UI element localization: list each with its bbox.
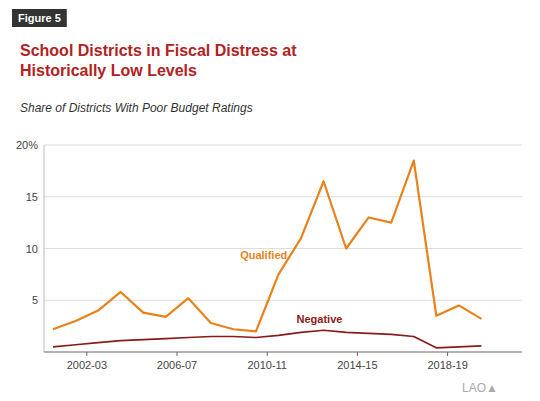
line-label: Qualified [240,249,287,261]
x-tick-label: 2002-03 [67,359,107,371]
x-tick-label: 2014-15 [337,359,377,371]
figure-label: Figure 5 [18,12,61,24]
y-tick-label: 5 [32,294,38,306]
series-line [53,330,481,348]
grid-line [44,196,522,197]
y-tick-label: 10 [26,243,38,255]
x-tick [267,352,268,356]
line-label: Negative [297,313,343,325]
y-tick-label: 15 [26,191,38,203]
x-axis-line [44,352,522,353]
grid-line [44,145,522,146]
title-line: Historically Low Levels [20,62,197,79]
x-tick [357,352,358,356]
x-tick-label: 2010-11 [247,359,287,371]
x-tick [177,352,178,356]
plot-lines [53,161,481,348]
title-line: School Districts in Fiscal Distress at [20,42,297,59]
x-tick-label: 2006-07 [157,359,197,371]
x-tick [447,352,448,356]
y-tick-label: 20% [16,139,38,151]
grid-line [44,300,522,301]
watermark: LAO▲ [462,381,498,395]
chart: Figure 5 School Districts in Fiscal Distr… [0,0,540,401]
x-tick [86,352,87,356]
figure-label-box: Figure 5 [12,9,67,27]
figure-label-bg [12,9,67,27]
series-line [53,161,481,332]
x-tick-label: 2018-19 [427,359,467,371]
y-axis-line [44,145,45,352]
subtitle: Share of Districts With Poor Budget Rati… [20,101,253,115]
title: School Districts in Fiscal Distress at Hi… [20,42,297,79]
